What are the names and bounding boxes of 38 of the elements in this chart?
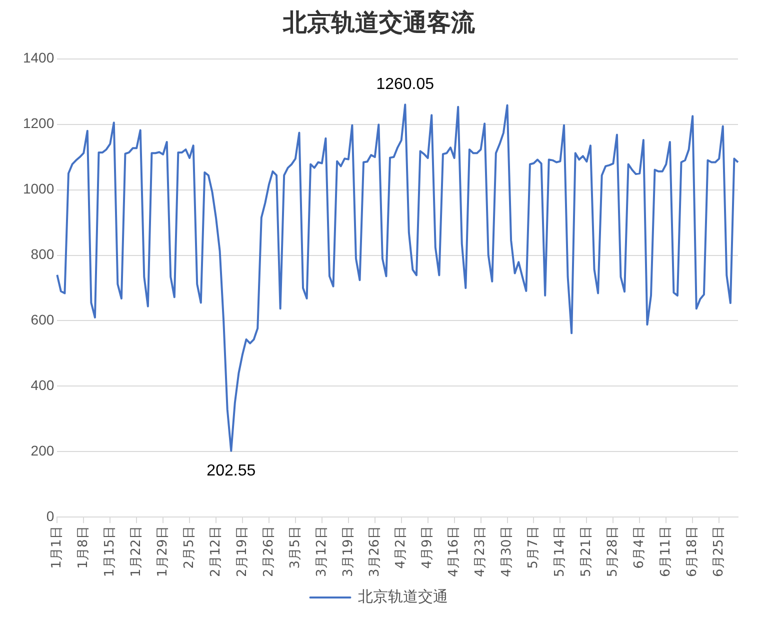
annotation: 202.55 <box>206 462 256 480</box>
x-tick-label: 6月25日 <box>711 526 726 578</box>
y-tick-label: 800 <box>30 246 54 262</box>
x-tick-label: 1月1日 <box>50 526 65 569</box>
x-tick-label: 2月19日 <box>234 526 250 578</box>
x-tick-label: 4月16日 <box>446 526 462 578</box>
x-tick-label: 5月28日 <box>606 526 621 578</box>
x-tick-label: 4月9日 <box>420 526 436 569</box>
x-tick-label: 4月2日 <box>394 526 409 569</box>
x-tick-label: 2月5日 <box>182 526 197 569</box>
x-tick-label: 1月8日 <box>76 526 91 569</box>
x-tick-label: 1月29日 <box>155 526 170 578</box>
legend-label: 北京轨道交通 <box>358 587 448 606</box>
y-tick-label: 1000 <box>22 180 54 197</box>
x-tick-label: 4月23日 <box>473 526 488 578</box>
x-tick-label: 3月19日 <box>340 526 356 578</box>
y-tick-label: 400 <box>30 377 54 394</box>
x-tick-label: 6月18日 <box>684 526 700 578</box>
x-tick-label: 2月26日 <box>261 526 276 578</box>
x-tick-label: 3月5日 <box>288 526 303 569</box>
x-tick-label: 2月12日 <box>208 526 224 578</box>
x-tick-label: 1月22日 <box>128 526 144 578</box>
x-tick-label: 5月7日 <box>526 526 542 569</box>
y-tick-label: 200 <box>30 442 54 459</box>
x-tick-label: 6月11日 <box>658 526 674 578</box>
annotation: 1260.05 <box>376 76 434 94</box>
y-tick-label: 600 <box>30 312 54 328</box>
x-tick-label: 3月26日 <box>367 526 382 578</box>
y-tick-label: 0 <box>46 508 54 524</box>
x-tick-label: 6月4日 <box>632 526 648 569</box>
x-tick-label: 1月15日 <box>102 526 118 578</box>
x-tick-label: 4月30日 <box>500 526 515 578</box>
x-tick-label: 3月12日 <box>314 526 330 578</box>
y-tick-label: 1200 <box>22 115 54 132</box>
chart-title: 北京轨道交通客流 <box>282 8 476 37</box>
x-tick-label: 5月14日 <box>552 526 568 578</box>
x-tick-label: 5月21日 <box>579 526 594 578</box>
y-tick-label: 1400 <box>22 50 54 66</box>
